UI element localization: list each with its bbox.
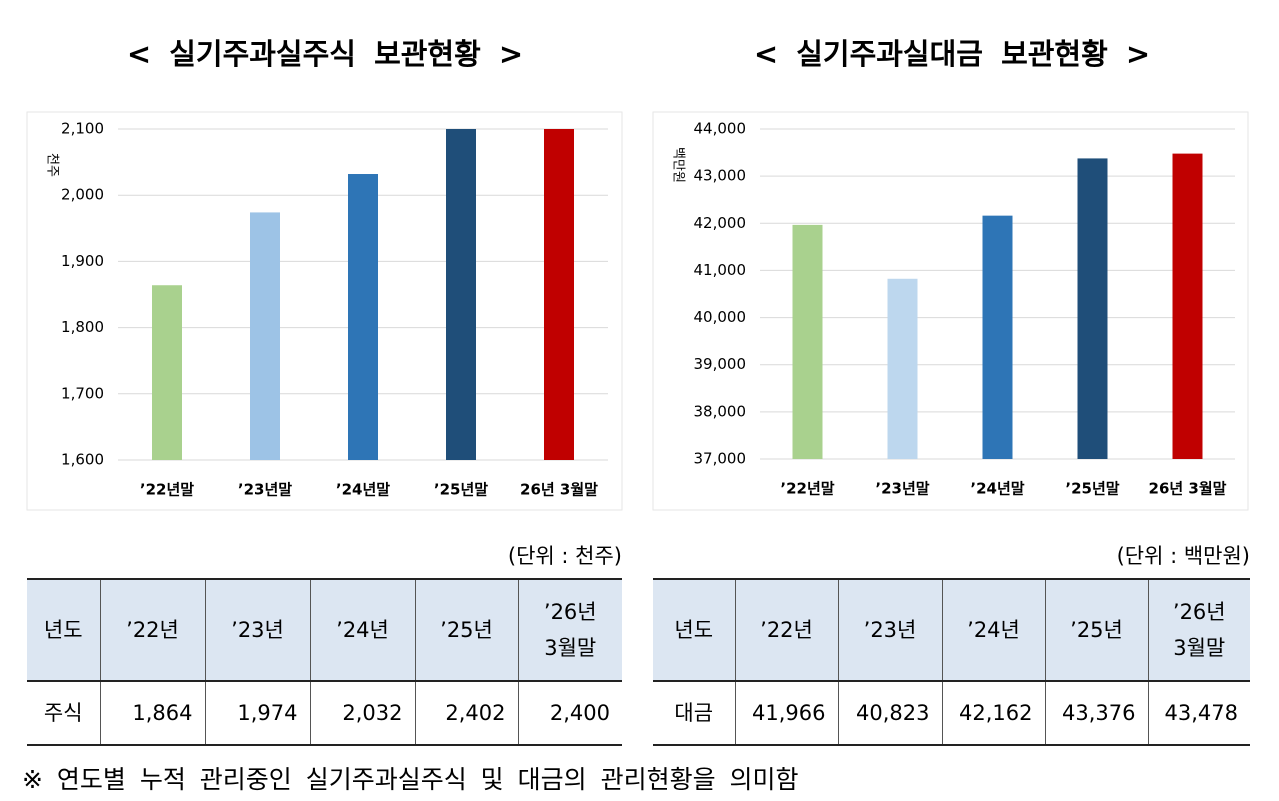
header-cell: ’22년	[734, 578, 839, 682]
footnote: ※ 연도별 누적 관리중인 실기주과실주식 및 대금의 관리현황을 의미함	[22, 765, 799, 794]
y-axis-title: 천주	[45, 153, 60, 177]
x-tick-label: ’25년말	[434, 481, 488, 499]
row-label: 대금	[653, 681, 736, 746]
unit-label: (단위 : 천주)	[507, 544, 622, 568]
bar	[250, 212, 280, 460]
header-cell: ’24년	[309, 578, 416, 682]
bar	[1077, 158, 1108, 459]
x-tick-label: ’23년말	[238, 481, 292, 499]
value-cell: 42,162	[941, 681, 1046, 746]
x-tick-label: ’22년말	[780, 480, 834, 498]
data-table: 년도 ’22년 ’23년 ’24년 ’25년 ’26년 3월말 대금 41,966 40,823…	[653, 578, 1250, 746]
x-tick-label: 26년 3월말	[520, 481, 598, 499]
header-cell: 년도	[27, 578, 101, 682]
y-tick-label: 1,600	[61, 451, 104, 469]
x-tick-label: ’24년말	[970, 480, 1024, 498]
y-tick-label: 44,000	[694, 120, 747, 138]
chart-title: < 실기주과실대금 보관현황 >	[754, 37, 1150, 71]
unit-label: (단위 : 백만원)	[1116, 544, 1250, 568]
value-cell: 2,400	[517, 681, 622, 746]
data-row: 주식 1,864 1,974 2,032 2,402 2,400	[27, 681, 622, 746]
y-tick-label: 1,800	[61, 318, 104, 336]
header-cell: ’26년 3월말	[517, 578, 622, 682]
value-cell: 2,402	[414, 681, 519, 746]
value-cell: 43,478	[1147, 681, 1250, 746]
value-cell: 40,823	[837, 681, 943, 746]
data-row: 대금 41,966 40,823 42,162 43,376 43,478	[653, 681, 1250, 746]
y-tick-label: 38,000	[694, 402, 747, 420]
y-tick-label: 39,000	[694, 355, 747, 373]
bar	[152, 285, 182, 460]
plot-area	[152, 129, 574, 460]
header-cell: ’23년	[204, 578, 311, 682]
header-row: 년도 ’22년 ’23년 ’24년 ’25년 ’26년 3월말	[653, 578, 1250, 682]
y-tick-label: 40,000	[694, 308, 747, 326]
bar	[887, 278, 918, 459]
bar	[544, 129, 574, 460]
header-cell: ’26년 3월말	[1147, 578, 1250, 682]
x-tick-label: ’22년말	[140, 481, 194, 499]
header-row: 년도 ’22년 ’23년 ’24년 ’25년 ’26년 3월말	[27, 578, 622, 682]
bar	[348, 174, 378, 460]
y-tick-label: 42,000	[694, 214, 747, 232]
y-tick-label: 1,700	[61, 384, 104, 402]
data-table: 년도 ’22년 ’23년 ’24년 ’25년 ’26년 3월말 주식 1,864 1,974 2,…	[27, 578, 622, 746]
bar	[982, 215, 1013, 459]
header-cell: ’25년	[1044, 578, 1149, 682]
chart-title: < 실기주과실주식 보관현황 >	[127, 37, 523, 71]
header-cell: ’23년	[837, 578, 943, 682]
chart-frame	[652, 111, 1249, 511]
value-cell: 1,974	[204, 681, 311, 746]
y-tick-label: 1,900	[61, 252, 104, 270]
x-tick-label: ’23년말	[875, 480, 929, 498]
x-tick-label: ’24년말	[336, 481, 390, 499]
plot-area	[792, 153, 1203, 459]
header-cell: ’25년	[414, 578, 519, 682]
bar	[446, 129, 476, 460]
header-cell: ’22년	[99, 578, 206, 682]
y-tick-label: 2,100	[61, 120, 104, 138]
chart-frame	[26, 111, 623, 511]
value-cell: 2,032	[309, 681, 416, 746]
y-axis-title: 백만원	[671, 147, 686, 183]
value-cell: 1,864	[99, 681, 206, 746]
y-tick-label: 41,000	[694, 261, 747, 279]
bar	[792, 224, 823, 459]
bar	[1172, 153, 1203, 459]
y-tick-label: 43,000	[694, 167, 747, 185]
x-tick-label: ’25년말	[1065, 480, 1119, 498]
value-cell: 41,966	[734, 681, 839, 746]
header-cell: ’24년	[941, 578, 1046, 682]
header-cell: 년도	[653, 578, 736, 682]
row-label: 주식	[27, 681, 101, 746]
y-tick-label: 2,000	[61, 186, 104, 204]
value-cell: 43,376	[1044, 681, 1149, 746]
x-tick-label: 26년 3월말	[1149, 480, 1227, 498]
y-tick-label: 37,000	[694, 450, 747, 468]
